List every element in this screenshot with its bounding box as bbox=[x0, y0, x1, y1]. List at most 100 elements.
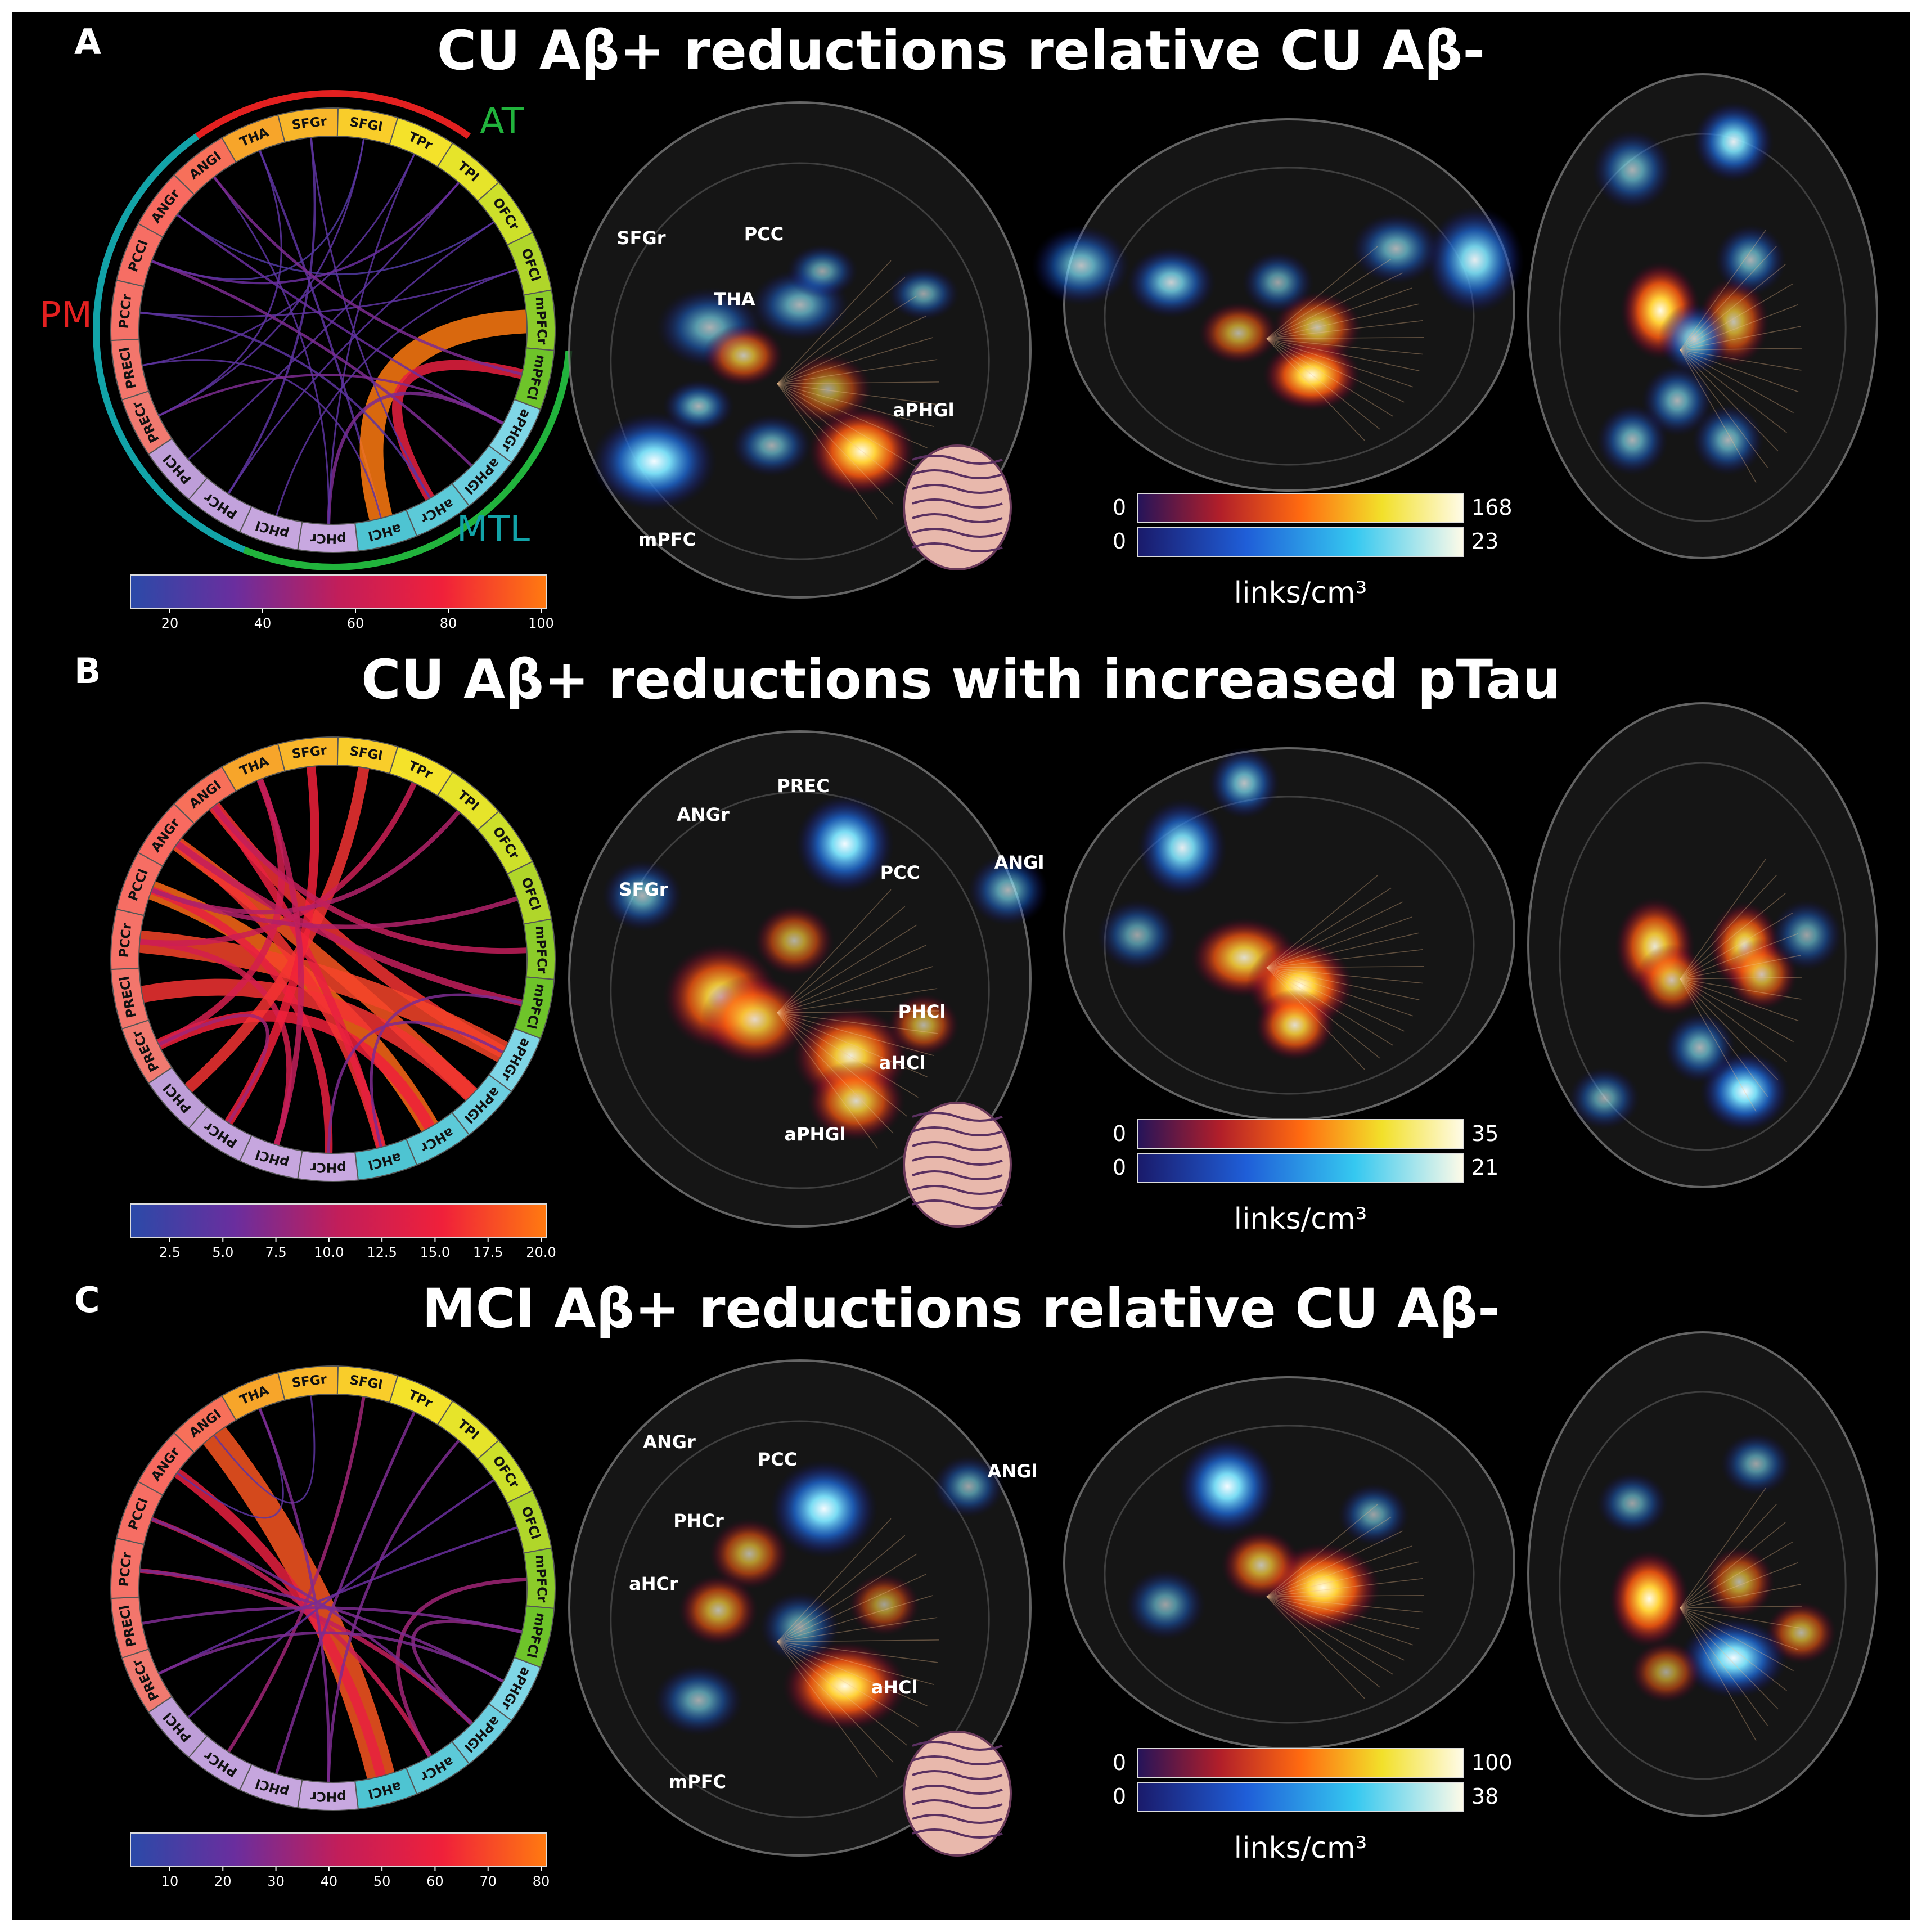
warm-colorbar-max: 35 bbox=[1471, 1121, 1498, 1146]
tract-line bbox=[1680, 1487, 1767, 1608]
tract-line bbox=[1266, 338, 1405, 403]
density-blob-cool bbox=[1596, 404, 1668, 476]
density-blob-cool bbox=[1568, 1067, 1640, 1130]
colorbar-tick: 5.0 bbox=[212, 1244, 233, 1260]
tract-line bbox=[777, 1010, 939, 1013]
region-label: pHCr bbox=[310, 1789, 346, 1804]
tract-line bbox=[1266, 1516, 1392, 1597]
brain-3d-view bbox=[568, 730, 1048, 1228]
density-blob-cool bbox=[1692, 404, 1764, 476]
chord-link bbox=[150, 259, 474, 468]
brain-region-label: ANGl bbox=[994, 852, 1045, 873]
density-blob-cool bbox=[888, 267, 960, 321]
brain-region-label: aPHGl bbox=[784, 1124, 845, 1145]
density-blob-cool bbox=[786, 244, 858, 298]
density-blob-cool bbox=[654, 1664, 744, 1736]
density-blob-warm bbox=[1636, 944, 1708, 1016]
tract-line bbox=[777, 966, 933, 1013]
chord-link bbox=[157, 1013, 269, 1125]
colorbar-tick: 100 bbox=[528, 615, 554, 631]
warm-colorbar-max: 168 bbox=[1471, 495, 1513, 520]
density-blob-cool bbox=[933, 1455, 1005, 1518]
tract-line bbox=[1266, 1530, 1403, 1597]
density-blob-cool bbox=[1680, 1618, 1788, 1699]
tract-line bbox=[1266, 1594, 1424, 1597]
chord-link bbox=[395, 1577, 529, 1759]
brain-region-label: ANGr bbox=[677, 804, 730, 825]
density-blob-cool bbox=[602, 860, 683, 932]
colorbar-tick: 7.5 bbox=[265, 1244, 286, 1260]
tract-line bbox=[1266, 901, 1403, 968]
tract-line bbox=[1266, 1596, 1424, 1613]
tract-line bbox=[1266, 1596, 1420, 1629]
chord-link bbox=[157, 137, 365, 417]
panel-title: MCI Aβ+ reductions relative CU Aβ- bbox=[422, 1277, 1500, 1340]
tract-line bbox=[1680, 1607, 1768, 1726]
tract-line bbox=[1680, 893, 1786, 980]
region-label: mPFCr bbox=[533, 925, 550, 974]
tract-line bbox=[1266, 965, 1424, 968]
tract-line bbox=[1266, 967, 1414, 1017]
tract-line bbox=[1680, 1607, 1757, 1741]
chord-link bbox=[150, 1517, 474, 1726]
tract-line bbox=[1266, 246, 1378, 339]
tract-line bbox=[1680, 955, 1802, 980]
tract-line bbox=[1680, 1503, 1777, 1608]
warm-colorbar-min: 0 bbox=[1113, 1750, 1126, 1775]
tract-line bbox=[1680, 978, 1779, 1081]
brain-sagittal-view bbox=[1063, 1376, 1515, 1750]
colorbar-tick: 40 bbox=[321, 1873, 338, 1889]
group-arc-mtl bbox=[93, 133, 246, 553]
brain-region-label: mPFC bbox=[638, 529, 696, 550]
brain-region-label: PCC bbox=[880, 862, 920, 883]
brain-axial-view bbox=[1527, 702, 1878, 1188]
density-blob-cool bbox=[770, 1459, 878, 1558]
tract-line bbox=[777, 924, 917, 1013]
tract-line bbox=[777, 1641, 938, 1663]
tract-line bbox=[777, 383, 879, 520]
chord-link bbox=[149, 888, 520, 929]
tract-line bbox=[1266, 1596, 1380, 1688]
chord-link bbox=[392, 360, 528, 504]
brain-region-label: mPFC bbox=[669, 1771, 726, 1792]
cool-colorbar-min: 0 bbox=[1113, 1155, 1126, 1180]
colorbar-tick: 20.0 bbox=[526, 1244, 556, 1260]
brain-region-label: aHCl bbox=[879, 1052, 926, 1073]
density-blob-cool bbox=[731, 414, 812, 477]
density-blob-warm bbox=[678, 1574, 759, 1646]
tract-line bbox=[1680, 977, 1802, 980]
chord-link bbox=[310, 136, 431, 500]
tract-line bbox=[777, 1518, 892, 1642]
chord-link bbox=[137, 780, 417, 946]
tract-line bbox=[777, 1012, 928, 1077]
tract-line bbox=[777, 1641, 907, 1746]
tract-line bbox=[1266, 338, 1420, 371]
brain-axial-view bbox=[1527, 73, 1878, 559]
density-blob-cool bbox=[1125, 1569, 1206, 1641]
density-blob-warm bbox=[709, 1518, 790, 1590]
tract-line bbox=[777, 988, 938, 1013]
brain-region-label: PHCr bbox=[673, 1510, 724, 1531]
tract-line bbox=[777, 383, 907, 488]
cool-colorbar-max: 21 bbox=[1471, 1155, 1498, 1180]
chord-link bbox=[258, 1407, 331, 1784]
density-colorbar-label: links/cm³ bbox=[1234, 576, 1367, 610]
chord-link bbox=[359, 309, 539, 531]
tract-line bbox=[777, 383, 938, 405]
tract-line bbox=[777, 337, 933, 384]
group-arc-at bbox=[243, 351, 573, 570]
tract-line bbox=[777, 1012, 938, 1034]
tract-line bbox=[777, 1574, 926, 1642]
chord-colorbar: 2.55.07.510.012.515.017.520.0links bbox=[130, 1203, 556, 1260]
region-label: mPFCr bbox=[533, 1554, 550, 1603]
density-blob-cool bbox=[759, 1591, 840, 1663]
tract-line bbox=[777, 889, 892, 1013]
tract-line bbox=[777, 1012, 934, 1056]
density-blob-warm bbox=[808, 406, 916, 496]
tract-line bbox=[1680, 348, 1802, 351]
tract-line bbox=[777, 1639, 939, 1642]
colorbar-tick: 40 bbox=[254, 615, 272, 631]
region-segment-angl bbox=[173, 137, 237, 196]
colorbar-tick: 60 bbox=[347, 615, 364, 631]
